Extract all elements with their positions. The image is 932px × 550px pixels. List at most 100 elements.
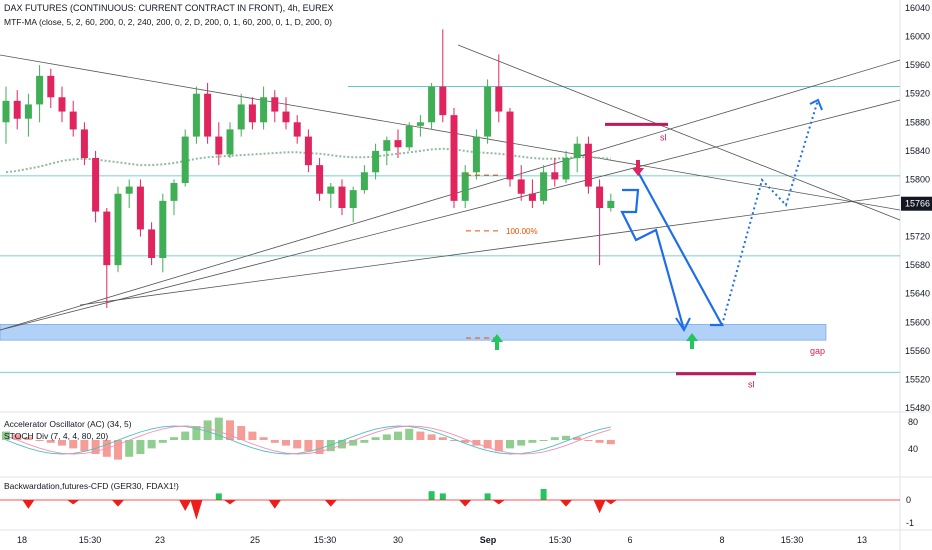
candle-body	[372, 150, 380, 173]
ac-tick-label: 80	[908, 417, 918, 427]
candle-body	[596, 186, 604, 208]
projection-arrowhead-2	[809, 98, 823, 111]
backwardation-bar	[215, 493, 222, 500]
projection-path-dotted	[721, 99, 819, 326]
backwardation-bar	[324, 500, 337, 507]
ac-bar	[382, 434, 391, 440]
candle-body	[192, 93, 200, 137]
projection-path-1	[620, 188, 686, 331]
backwardation-bar	[179, 500, 192, 511]
ac-bar	[595, 440, 604, 443]
candle-body	[36, 75, 44, 105]
price-tick-label: 15600	[905, 317, 930, 327]
ac-bar	[304, 440, 313, 452]
ac-bar	[483, 440, 492, 449]
ac-bar	[461, 440, 470, 443]
ac-bar	[270, 440, 279, 443]
ac-bar	[494, 440, 503, 452]
buy-arrow-icon	[491, 334, 503, 350]
current-price-label: 15766	[905, 199, 930, 209]
candle-body	[2, 100, 10, 123]
ac-bar	[506, 440, 514, 449]
candle-body	[405, 125, 413, 148]
backwardation-bar	[112, 500, 124, 507]
backwardation-indicator-label: Backwardation,futures-CFD (GER30, FDAX1!…	[4, 481, 179, 491]
stop-loss-top-label: sl	[660, 132, 667, 142]
price-tick-label: 15840	[905, 146, 930, 156]
ac-bar	[528, 440, 537, 443]
price-tick-label: 15640	[905, 289, 930, 299]
candle-body	[551, 172, 559, 180]
trendline	[0, 59, 901, 331]
backwardation-bar	[439, 493, 446, 500]
candle-body	[472, 136, 480, 173]
candle-body	[327, 186, 335, 194]
price-tick-label: 15480	[905, 403, 930, 413]
candle-body	[204, 93, 212, 137]
candle-body	[125, 186, 133, 194]
price-tick-label: 15520	[905, 374, 930, 384]
candle-body	[170, 183, 178, 201]
candle-body	[13, 100, 21, 119]
time-tick-label: 23	[155, 535, 165, 545]
ac-bar	[584, 440, 593, 441]
backwardation-tick-label: 0	[906, 495, 911, 505]
ac-bar	[192, 426, 201, 440]
backwardation-bar	[67, 500, 80, 505]
candle-body	[349, 190, 357, 208]
backwardation-bar	[268, 500, 281, 509]
trendline	[0, 99, 901, 331]
ac-indicator-label: Accelerator Oscillator (AC) (34, 5)	[4, 419, 132, 429]
ac-bar	[293, 440, 302, 449]
price-tick-label: 15800	[905, 174, 930, 184]
ac-bar	[438, 437, 447, 440]
time-tick-label: 15:30	[79, 535, 102, 545]
candle-body	[282, 111, 290, 123]
ac-bar	[203, 420, 212, 440]
candle-body	[428, 86, 436, 123]
time-tick-label: 8	[719, 535, 724, 545]
backwardation-tick-label: -1	[906, 518, 914, 528]
ac-bar	[58, 440, 66, 446]
price-tick-label: 15920	[905, 89, 930, 99]
ac-bar	[259, 437, 268, 440]
candle-body	[58, 97, 66, 112]
stoch-indicator-label: STOCH Div (7, 4, 4, 80, 20)	[4, 431, 109, 441]
ac-bar	[394, 431, 402, 440]
ac-bar	[338, 440, 346, 449]
ac-bar	[248, 431, 257, 440]
candle-body	[226, 129, 234, 155]
time-tick-label: 30	[393, 535, 403, 545]
trendline	[79, 194, 901, 306]
ac-bar	[315, 440, 324, 454]
backwardation-bar	[190, 500, 203, 520]
ac-bar	[371, 437, 380, 440]
trendline	[0, 54, 901, 211]
ac-bar	[517, 440, 526, 446]
candle-body	[103, 211, 111, 266]
candle-body	[338, 186, 346, 208]
backwardation-bar	[492, 500, 505, 505]
candle-body	[24, 104, 32, 119]
backwardation-bar	[593, 500, 606, 514]
ac-bar	[472, 440, 481, 446]
fib-100-label: 100.00%	[506, 227, 538, 236]
current-price-tag	[901, 196, 932, 211]
ac-bar	[136, 440, 145, 454]
ac-bar	[326, 440, 335, 452]
ac-bar	[562, 435, 570, 440]
projection-arrowhead-1	[675, 317, 691, 332]
backwardation-bar	[540, 489, 547, 500]
candle-body	[316, 165, 324, 194]
ac-bar	[214, 417, 223, 440]
candle-body	[495, 86, 503, 112]
time-tick-label: 13	[857, 535, 867, 545]
candle-body	[136, 186, 144, 230]
candle-body	[607, 200, 615, 208]
candle-body	[540, 172, 548, 201]
candle-body	[506, 111, 514, 180]
time-tick-label: 18	[17, 535, 27, 545]
candle-body	[114, 193, 122, 266]
ac-bar	[405, 428, 414, 440]
